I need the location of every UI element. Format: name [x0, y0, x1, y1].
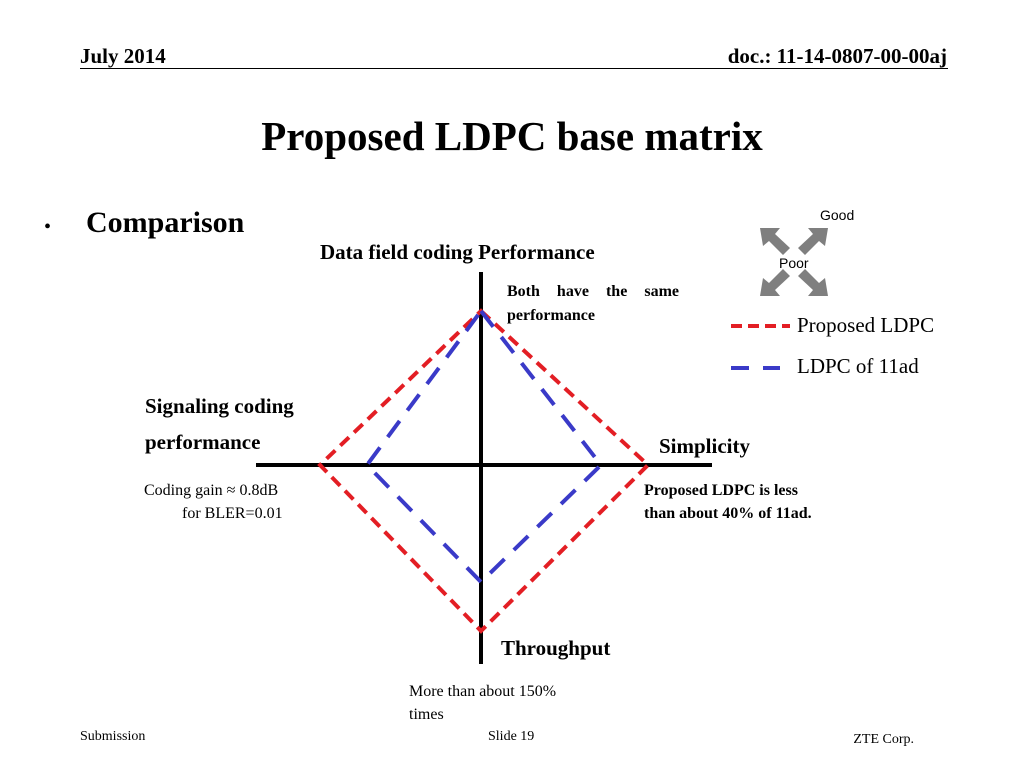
legend-label-proposed-ldpc: Proposed LDPC — [797, 313, 935, 337]
header-doc-id: doc.: 11-14-0807-00-00aj — [727, 44, 947, 68]
note-simplicity-line1: Proposed LDPC is less — [644, 482, 798, 499]
header-date: July 2014 — [80, 44, 166, 68]
bullet-marker: • — [44, 216, 52, 238]
comparison-heading: Comparison — [86, 206, 245, 239]
footer-submission: Submission — [80, 729, 146, 744]
expand-arrows-icon — [760, 228, 828, 296]
good-label: Good — [820, 207, 855, 223]
axis-label-simplicity: Simplicity — [659, 434, 751, 458]
note-same-performance: Both have the same performance — [507, 283, 679, 324]
note-throughput-line1: More than about 150% — [409, 683, 557, 700]
axis-label-data-field: Data field coding Performance — [320, 240, 595, 264]
legend-label-ldpc-11ad: LDPC of 11ad — [797, 354, 919, 378]
axis-label-signaling-line1: Signaling coding — [145, 394, 294, 418]
note-coding-gain: Coding gain ≈ 0.8dB — [144, 482, 279, 499]
ldpc-11ad-diamond — [364, 307, 604, 585]
footer-slide-number: Slide 19 — [488, 729, 535, 744]
footer-company: ZTE Corp. — [853, 732, 914, 747]
proposed-ldpc-diamond — [317, 308, 651, 634]
note-bler: for BLER=0.01 — [182, 505, 283, 522]
note-simplicity-line2: than about 40% of 11ad. — [644, 505, 812, 522]
header-divider — [80, 68, 948, 69]
note-throughput-line2: times — [409, 706, 444, 723]
slide-title: Proposed LDPC base matrix — [261, 113, 763, 159]
poor-label: Poor — [779, 255, 809, 271]
axis-label-signaling-line2: performance — [145, 430, 261, 454]
axis-label-throughput: Throughput — [501, 636, 611, 660]
